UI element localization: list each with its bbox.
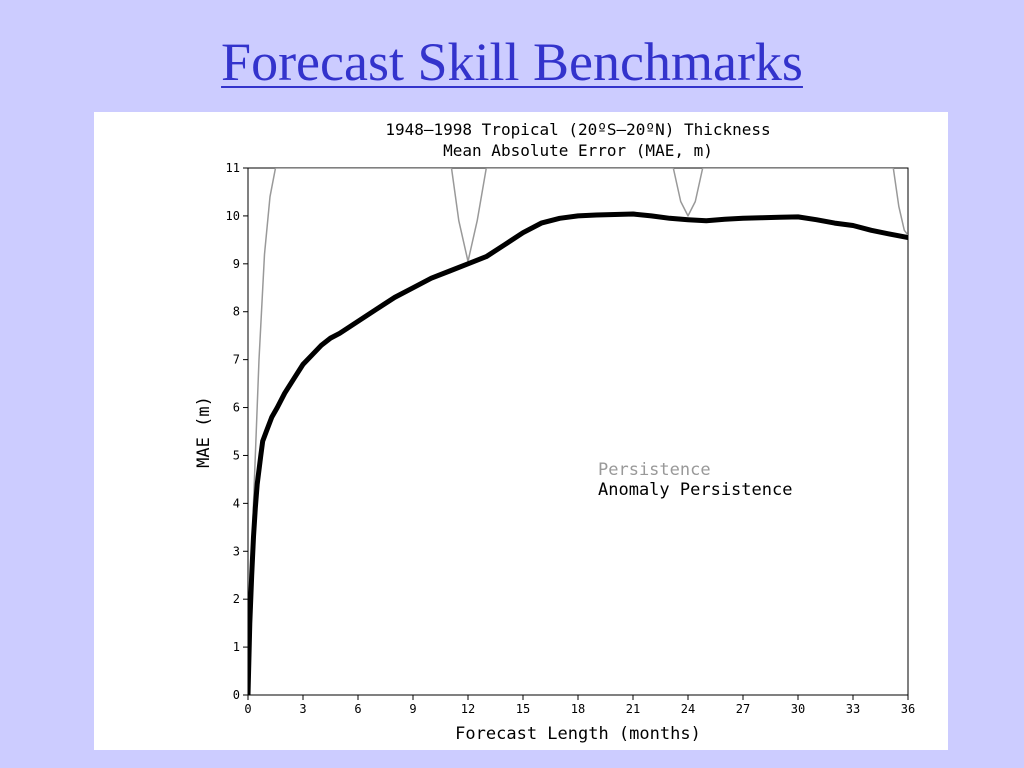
x-tick-label: 24	[681, 702, 695, 716]
slide-title: Forecast Skill Benchmarks	[221, 32, 803, 92]
y-tick-label: 8	[233, 305, 240, 319]
x-tick-label: 15	[516, 702, 530, 716]
chart-title: 1948–1998 Tropical (20ºS–20ºN) Thickness…	[385, 120, 770, 160]
y-tick-label: 11	[226, 161, 240, 175]
y-tick-label: 9	[233, 257, 240, 271]
legend-entry-persistence: Persistence	[598, 460, 711, 480]
series-layer	[248, 168, 908, 695]
y-tick-label: 5	[233, 448, 240, 462]
y-tick-label: 2	[233, 592, 240, 606]
y-tick-label: 1	[233, 640, 240, 654]
anomaly-persistence-series-line	[248, 211, 908, 695]
mae-line-chart: 1948–1998 Tropical (20ºS–20ºN) Thickness…	[194, 120, 916, 744]
x-axis-label: Forecast Length (months)	[455, 724, 701, 744]
x-tick-label: 3	[299, 702, 306, 716]
chart-title-line-2: Mean Absolute Error (MAE, m)	[443, 141, 713, 160]
x-tick-label: 33	[846, 702, 860, 716]
chart-panel: 1948–1998 Tropical (20ºS–20ºN) Thickness…	[94, 112, 948, 750]
y-tick-label: 6	[233, 401, 240, 415]
x-tick-label: 27	[736, 702, 750, 716]
y-tick-label: 7	[233, 353, 240, 367]
x-tick-label: 0	[244, 702, 251, 716]
x-tick-label: 18	[571, 702, 585, 716]
x-tick-label: 6	[354, 702, 361, 716]
y-tick-label: 3	[233, 544, 240, 558]
y-tick-label: 0	[233, 688, 240, 702]
x-tick-label: 30	[791, 702, 805, 716]
y-tick-label: 10	[226, 209, 240, 223]
x-tick-label: 21	[626, 702, 640, 716]
x-tick-label: 9	[409, 702, 416, 716]
y-tick-label: 4	[233, 496, 240, 510]
plot-frame	[247, 167, 909, 696]
y-axis-label: MAE (m)	[194, 396, 214, 468]
persistence-series-line	[248, 168, 908, 695]
x-tick-label: 36	[901, 702, 915, 716]
x-tick-label: 12	[461, 702, 475, 716]
chart-title-line-1: 1948–1998 Tropical (20ºS–20ºN) Thickness	[385, 120, 770, 139]
legend-entry-anomaly-persistence: Anomaly Persistence	[598, 480, 792, 500]
